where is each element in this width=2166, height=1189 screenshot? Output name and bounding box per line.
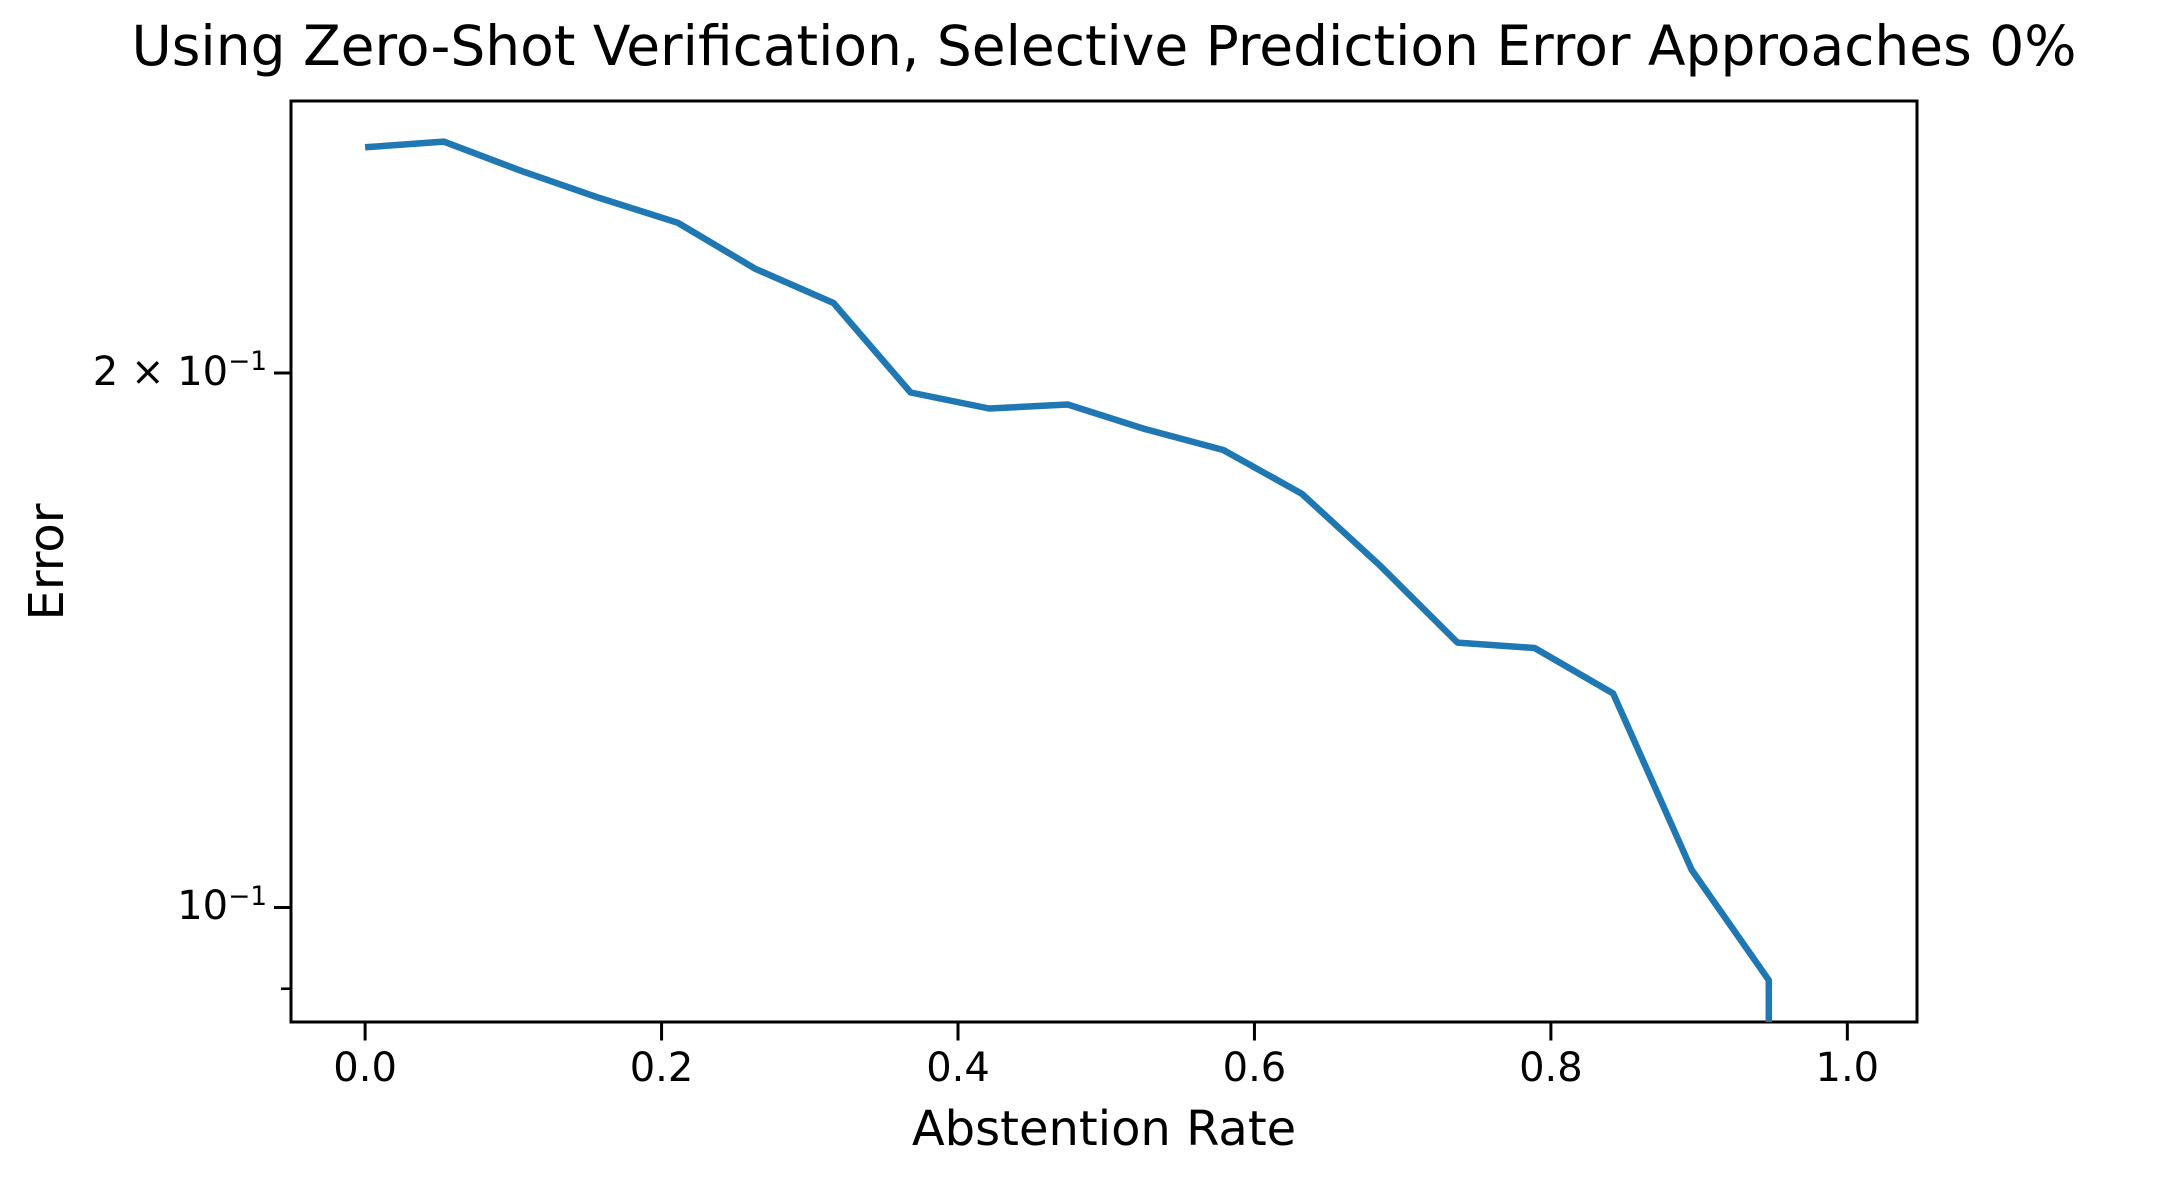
axes-spines — [289, 99, 1919, 1024]
x-tick-label: 0.6 — [1222, 1045, 1287, 1091]
y-tick-label: 2 × 10−1 — [92, 346, 267, 396]
x-tick-label: 0.8 — [1519, 1045, 1583, 1091]
x-tick-label: 0.4 — [926, 1045, 990, 1091]
error-line — [364, 138, 1773, 1022]
y-tick-label: 10−1 — [177, 881, 267, 930]
x-tick-label: 0.0 — [333, 1045, 397, 1091]
x-axis-label: Abstention Rate — [911, 1101, 1297, 1157]
x-tick-label: 0.2 — [629, 1045, 694, 1091]
x-tick-label: 1.0 — [1815, 1045, 1880, 1091]
chart-title: Using Zero-Shot Verification, Selective … — [131, 14, 2077, 78]
